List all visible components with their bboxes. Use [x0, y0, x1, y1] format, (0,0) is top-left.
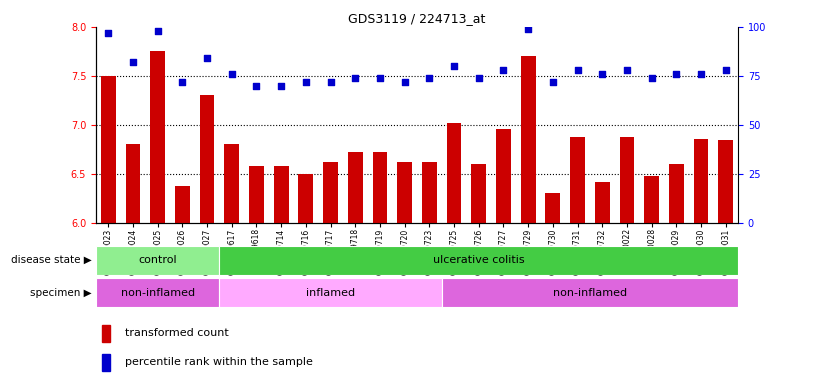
Point — [299, 79, 313, 85]
Bar — [96, 278, 219, 307]
Text: control: control — [138, 255, 177, 265]
Bar — [126, 144, 140, 223]
Point — [719, 67, 732, 73]
Point — [176, 79, 189, 85]
Point — [570, 67, 584, 73]
Bar — [496, 129, 511, 223]
Bar — [274, 166, 289, 223]
Point — [497, 67, 510, 73]
Point — [374, 75, 387, 81]
Bar — [520, 56, 535, 223]
Point — [126, 59, 139, 65]
Point — [398, 79, 411, 85]
Text: GDS3119 / 224713_at: GDS3119 / 224713_at — [349, 12, 485, 25]
Text: disease state ▶: disease state ▶ — [11, 255, 92, 265]
Bar — [224, 144, 239, 223]
Bar — [103, 354, 109, 371]
Point — [670, 71, 683, 77]
Point — [447, 63, 460, 69]
Bar — [397, 162, 412, 223]
Bar — [669, 164, 684, 223]
Point — [324, 79, 337, 85]
Bar — [595, 182, 610, 223]
Text: ulcerative colitis: ulcerative colitis — [433, 255, 525, 265]
Point — [620, 67, 634, 73]
Bar — [718, 141, 733, 223]
Text: specimen ▶: specimen ▶ — [30, 288, 92, 298]
Bar — [219, 246, 738, 275]
Text: inflamed: inflamed — [306, 288, 355, 298]
Point — [151, 28, 164, 34]
Bar — [545, 194, 560, 223]
Point — [250, 83, 264, 89]
Text: transformed count: transformed count — [125, 328, 229, 338]
Bar — [447, 123, 461, 223]
Bar — [620, 137, 635, 223]
Point — [102, 30, 115, 36]
Bar — [323, 162, 338, 223]
Point — [595, 71, 609, 77]
Point — [225, 71, 239, 77]
Bar — [373, 152, 387, 223]
Point — [349, 75, 362, 81]
Bar — [644, 176, 659, 223]
Bar — [103, 325, 109, 342]
Text: non-inflamed: non-inflamed — [121, 288, 194, 298]
Point — [200, 55, 214, 61]
Bar — [422, 162, 437, 223]
Bar — [101, 76, 116, 223]
Point — [546, 79, 560, 85]
Bar — [249, 166, 264, 223]
Bar — [570, 137, 585, 223]
Bar — [694, 139, 708, 223]
Bar — [175, 185, 190, 223]
Bar — [348, 152, 363, 223]
Bar — [442, 278, 738, 307]
Text: non-inflamed: non-inflamed — [553, 288, 627, 298]
Bar — [150, 51, 165, 223]
Point — [472, 75, 485, 81]
Bar — [219, 278, 442, 307]
Bar — [199, 96, 214, 223]
Bar — [471, 164, 486, 223]
Point — [274, 83, 288, 89]
Bar — [96, 246, 219, 275]
Point — [695, 71, 708, 77]
Text: percentile rank within the sample: percentile rank within the sample — [125, 357, 313, 367]
Bar — [299, 174, 314, 223]
Point — [645, 75, 658, 81]
Point — [423, 75, 436, 81]
Point — [521, 26, 535, 32]
